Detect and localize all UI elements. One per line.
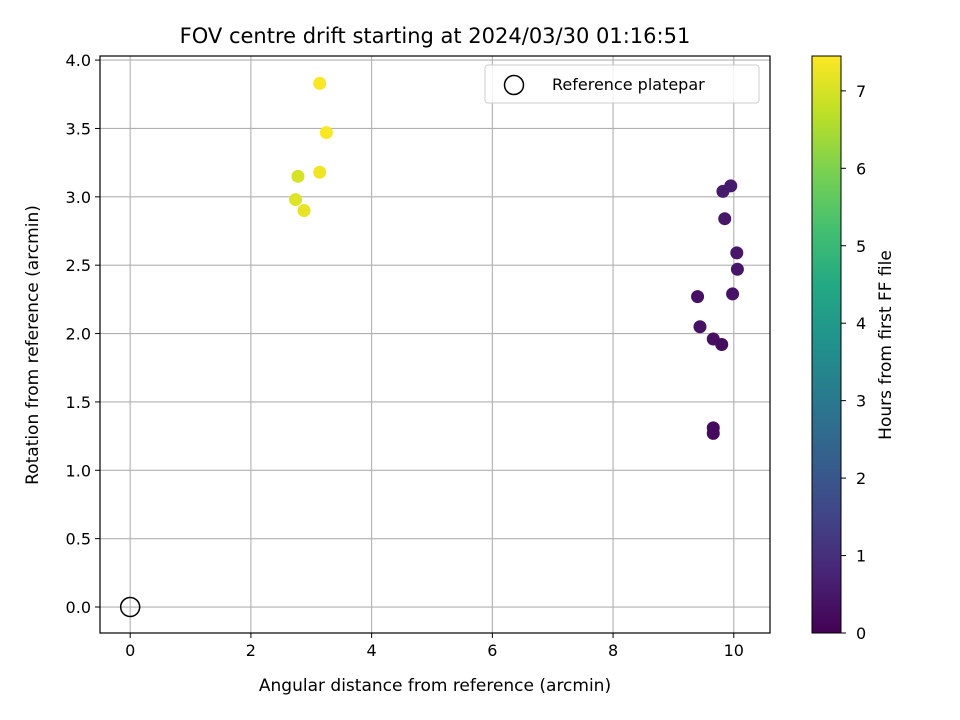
legend-box [484, 64, 760, 104]
y-tick-label: 1.5 [66, 393, 91, 412]
data-point [730, 246, 744, 260]
grid-lines [100, 56, 770, 633]
y-axis-ticks: 0.0 0.5 1.0 1.5 2.0 2.5 3.0 3.5 4.0 [66, 51, 100, 617]
legend-reference-marker [503, 74, 525, 96]
legend: Reference platepar [484, 64, 760, 104]
data-points [289, 76, 744, 440]
data-point [291, 169, 305, 183]
plot-frame [99, 55, 771, 634]
x-tick-label: 10 [724, 641, 744, 660]
data-point [715, 338, 729, 351]
colorbar-tick-label: 5 [856, 237, 866, 256]
colorbar-tick-label: 7 [856, 82, 866, 101]
y-tick-label: 0.0 [66, 598, 91, 617]
data-point [718, 212, 732, 226]
data-point [706, 426, 720, 440]
x-tick-label: 4 [367, 641, 377, 660]
colorbar: 0 1 2 3 4 5 6 7 Hours from first FF file [811, 55, 896, 643]
x-tick-label: 0 [125, 641, 135, 660]
reference-marker [119, 596, 141, 618]
colorbar-tick-label: 0 [856, 624, 866, 643]
colorbar-tick-label: 6 [856, 159, 866, 178]
data-point [313, 76, 327, 90]
y-tick-label: 0.5 [66, 530, 91, 549]
colorbar-tick-label: 3 [856, 392, 866, 411]
data-point [726, 287, 740, 301]
colorbar-gradient [811, 55, 842, 634]
reference-platepar-marker [119, 596, 141, 618]
data-point [716, 184, 730, 198]
data-point [319, 126, 333, 140]
y-tick-label: 2.0 [66, 325, 91, 344]
colorbar-label: Hours from first FF file [876, 250, 896, 440]
x-tick-label: 2 [246, 641, 256, 660]
y-tick-label: 1.0 [66, 461, 91, 480]
data-point [289, 193, 303, 207]
data-point [313, 165, 327, 179]
y-tick-label: 3.0 [66, 188, 91, 207]
colorbar-ticks: 0 1 2 3 4 5 6 7 [841, 82, 866, 643]
x-axis-label: Angular distance from reference (arcmin) [259, 676, 611, 696]
x-tick-label: 8 [608, 641, 618, 660]
data-point [691, 290, 705, 304]
y-axis-label: Rotation from reference (arcmin) [23, 205, 43, 485]
x-tick-label: 6 [487, 641, 497, 660]
y-tick-label: 2.5 [66, 256, 91, 275]
y-tick-label: 4.0 [66, 51, 91, 70]
colorbar-tick-label: 1 [856, 547, 866, 566]
y-tick-label: 3.5 [66, 119, 91, 138]
colorbar-tick-label: 2 [856, 469, 866, 488]
data-point [297, 204, 311, 218]
legend-entry: Reference platepar [552, 75, 705, 94]
data-point [693, 320, 707, 334]
data-point [730, 262, 744, 276]
chart-title: FOV centre drift starting at 2024/03/30 … [180, 24, 691, 48]
x-axis-ticks: 0 2 4 6 8 10 [125, 633, 744, 660]
colorbar-tick-label: 4 [856, 314, 866, 333]
